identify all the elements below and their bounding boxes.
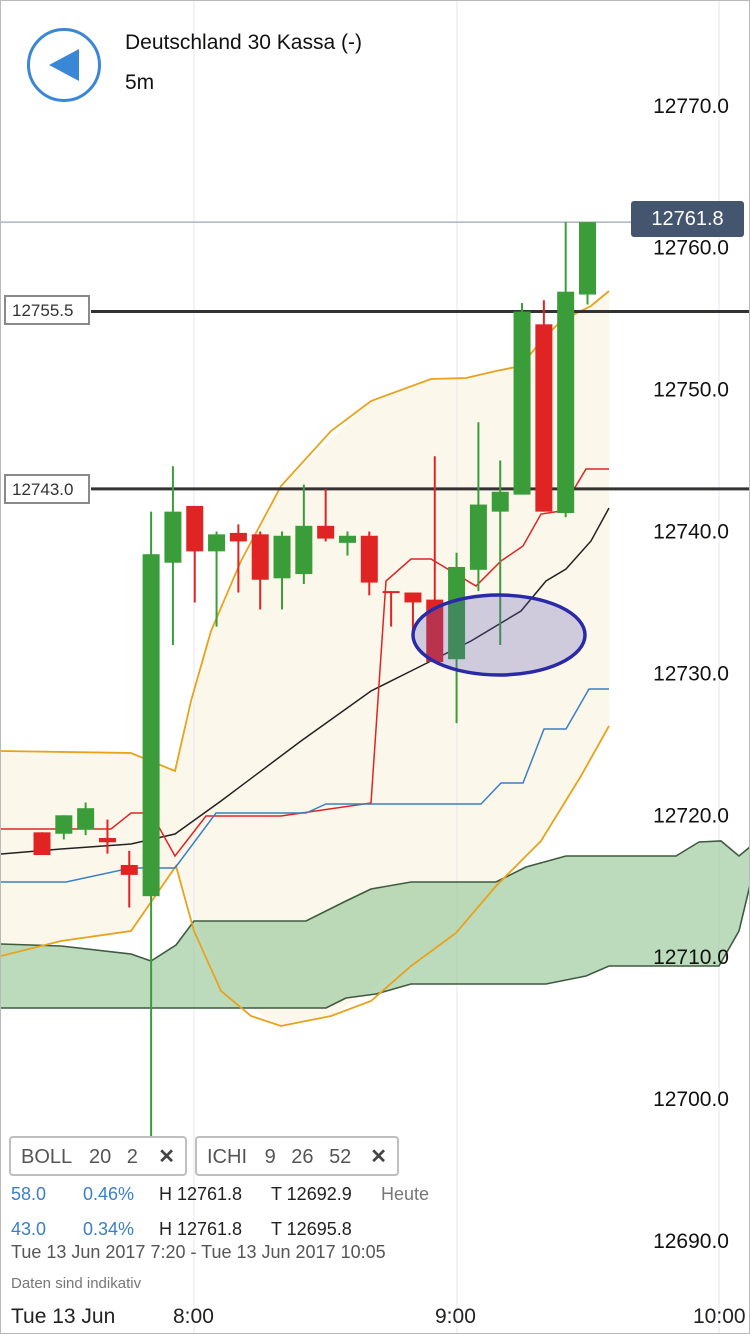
candle-body-0 <box>33 832 51 856</box>
boll-name: BOLL <box>21 1146 72 1168</box>
boll-deviation: 2 <box>126 1146 138 1168</box>
stat-low-2: T 12695.8 <box>271 1219 352 1239</box>
bollinger-lower <box>1 725 610 1027</box>
hline-label-lower[interactable]: 12743.0 <box>4 474 90 504</box>
candle-body-12 <box>295 525 313 575</box>
instrument-title: Deutschland 30 Kassa (-) <box>125 31 362 54</box>
candle-body-10 <box>251 534 269 580</box>
ichi-p1: 9 <box>264 1146 276 1168</box>
hline-label-upper[interactable]: 12755.5 <box>4 295 90 325</box>
x-tick-10: 10:00 <box>693 1305 746 1328</box>
candle-body-4 <box>120 864 138 875</box>
boll-period: 20 <box>88 1146 112 1168</box>
highlight-ellipse <box>411 593 587 677</box>
candle-body-1 <box>55 815 73 834</box>
stat-pct-1: 0.46% <box>83 1184 135 1204</box>
y-tick-8: 12770.0 <box>653 95 729 118</box>
stat-high-1: H 12761.8 <box>159 1184 243 1204</box>
candle-body-20 <box>469 504 487 570</box>
candle-body-19 <box>448 566 466 660</box>
candle-body-9 <box>229 532 247 542</box>
y-tick-5: 12740.0 <box>653 521 729 544</box>
y-tick-7: 12760.0 <box>653 237 729 260</box>
candle-body-18 <box>426 599 444 663</box>
bollinger-middle <box>1 507 610 855</box>
remove-boll-icon[interactable]: ✕ <box>158 1146 175 1168</box>
candle-body-25 <box>579 222 596 295</box>
candle-body-11 <box>273 535 291 579</box>
y-tick-1: 12700.0 <box>653 1088 729 1111</box>
stat-low-1: T 12692.9 <box>271 1184 352 1204</box>
candle-body-2 <box>77 808 95 830</box>
back-arrow-icon <box>49 49 79 81</box>
candle-body-8 <box>208 534 226 552</box>
candle-body-5 <box>142 554 160 897</box>
candle-body-22 <box>513 311 531 495</box>
candle-body-15 <box>360 535 378 583</box>
x-tick-9: 9:00 <box>435 1305 476 1328</box>
stat-change-2: 43.0 <box>11 1219 47 1239</box>
y-tick-4: 12730.0 <box>653 662 729 685</box>
ichi-p3: 52 <box>329 1146 352 1168</box>
candle-body-6 <box>164 511 182 563</box>
current-price-badge: 12761.8 <box>631 201 744 237</box>
ichi-name: ICHI <box>207 1146 247 1168</box>
indicator-chip-ichi[interactable]: ICHI 9 26 52 ✕ <box>195 1136 399 1176</box>
y-tick-3: 12720.0 <box>653 804 729 827</box>
stat-pct-2: 0.34% <box>83 1219 135 1239</box>
candle-body-14 <box>338 535 356 543</box>
candle-body-17 <box>404 592 422 603</box>
indicator-chip-boll[interactable]: BOLL 20 2 ✕ <box>9 1136 187 1176</box>
y-tick-0: 12690.0 <box>653 1230 729 1253</box>
candle-body-13 <box>317 525 335 539</box>
senkou-span-b <box>1 885 749 1009</box>
back-button[interactable] <box>27 28 101 102</box>
date-range: Tue 13 Jun 2017 7:20 - Tue 13 Jun 2017 1… <box>11 1242 386 1262</box>
candle-body-16 <box>382 591 400 594</box>
y-tick-6: 12750.0 <box>653 379 729 402</box>
remove-ichi-icon[interactable]: ✕ <box>370 1146 387 1168</box>
x-date-label: Tue 13 Jun <box>11 1305 116 1328</box>
candle-body-24 <box>557 291 575 514</box>
stat-high-2: H 12761.8 <box>159 1219 243 1239</box>
candle-body-3 <box>98 838 116 843</box>
stat-change-1: 58.0 <box>11 1184 47 1204</box>
disclaimer: Daten sind indikativ <box>11 1275 142 1292</box>
ichi-p2: 26 <box>291 1146 314 1168</box>
kijun-sen <box>1 688 609 883</box>
y-tick-2: 12710.0 <box>653 946 729 969</box>
candle-body-21 <box>491 491 509 512</box>
timeframe-label: 5m <box>125 71 155 94</box>
candle-body-7 <box>186 505 204 552</box>
ichimoku-cloud <box>1 841 749 1008</box>
stat-period: Heute <box>381 1184 430 1204</box>
x-tick-8: 8:00 <box>173 1305 214 1328</box>
candle-body-23 <box>535 324 553 512</box>
